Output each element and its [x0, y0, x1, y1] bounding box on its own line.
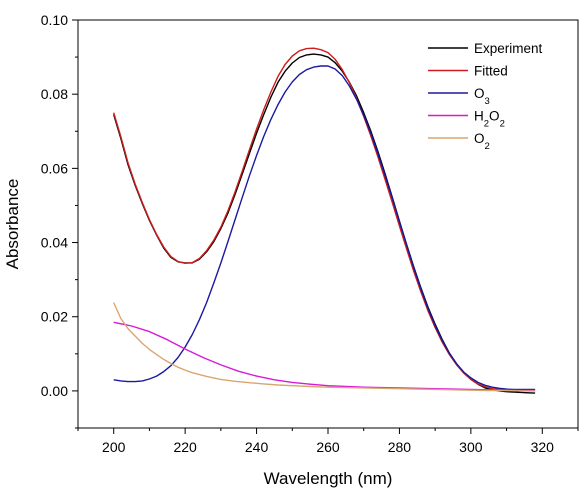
x-tick-label: 300 — [459, 439, 483, 455]
y-tick-label: 0.00 — [41, 383, 68, 399]
series-line-o2 — [113, 302, 536, 392]
series-line-fitted — [113, 47, 536, 391]
x-tick-label: 260 — [316, 439, 340, 455]
x-axis-title: Wavelength (nm) — [264, 469, 393, 488]
legend-text-part: Fitted — [474, 64, 508, 79]
legend-text-part: O — [474, 86, 485, 101]
legend-label: O2 — [474, 131, 490, 152]
x-tick-label: 240 — [245, 439, 269, 455]
x-tick-label: 280 — [388, 439, 412, 455]
legend-subscript: 2 — [500, 118, 505, 129]
legend-text-part: Experiment — [474, 41, 543, 56]
legend-label: H2O2 — [474, 109, 505, 130]
legend-text-part: O — [489, 109, 500, 124]
y-tick-label: 0.04 — [41, 235, 68, 251]
series-lines — [113, 47, 536, 394]
legend-text-part: H — [474, 109, 484, 124]
series-line-h2o2 — [113, 321, 536, 392]
y-tick-label: 0.02 — [41, 309, 68, 325]
legend-subscript: 2 — [485, 141, 490, 152]
series-line-o3 — [113, 65, 536, 391]
legend-label: O3 — [474, 86, 490, 107]
plot-frame — [77, 19, 579, 429]
axis-ticks: 200 220 240 260 280 300 320 0.00 0.02 0.04 0.06 0.0… — [41, 12, 579, 455]
legend-subscript: 2 — [484, 118, 489, 129]
x-tick-label: 320 — [531, 439, 555, 455]
legend-subscript: 3 — [485, 96, 490, 107]
x-tick-label: 200 — [102, 439, 126, 455]
legend-text-part: O — [474, 131, 485, 146]
x-tick-label: 220 — [173, 439, 197, 455]
y-axis-title: Absorbance — [3, 179, 22, 270]
y-tick-label: 0.10 — [41, 12, 68, 28]
legend-label: Fitted — [474, 64, 508, 79]
series-line-experiment — [113, 53, 536, 394]
y-tick-label: 0.08 — [41, 86, 68, 102]
legend-label: Experiment — [474, 41, 543, 56]
y-tick-label: 0.06 — [41, 160, 68, 176]
